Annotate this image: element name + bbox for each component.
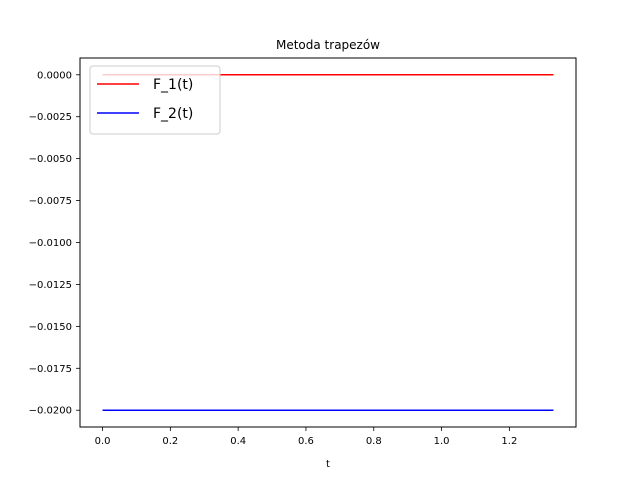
x-tick-label: 0.8	[366, 436, 382, 447]
y-axis-ticks: 0.0000 −0.0025 −0.0050 −0.0075 −0.0100 −0.012…	[29, 70, 80, 417]
y-tick-label: −0.0100	[29, 238, 72, 249]
x-axis-label: t	[326, 459, 330, 470]
y-tick-label: −0.0050	[29, 154, 72, 165]
y-tick-label: −0.0175	[29, 364, 72, 375]
legend-items: F_1(t) F_2(t)	[97, 77, 193, 122]
x-tick-label: 0.6	[298, 436, 314, 447]
legend-label-2: F_2(t)	[153, 106, 193, 122]
x-tick-label: 1.2	[501, 436, 517, 447]
legend-label-1: F_1(t)	[153, 77, 193, 93]
x-tick-label: 0.2	[162, 436, 178, 447]
x-tick-label: 0.0	[95, 436, 111, 447]
y-tick-label: −0.0075	[29, 196, 72, 207]
y-tick-label: −0.0125	[29, 280, 72, 291]
y-tick-label: 0.0000	[37, 70, 72, 81]
x-tick-label: 1.0	[434, 436, 450, 447]
legend: F_1(t) F_2(t)	[89, 65, 221, 135]
y-tick-label: −0.0025	[29, 112, 72, 123]
chart-title: Metoda trapezów	[276, 38, 380, 52]
legend-box	[89, 65, 221, 135]
y-tick-label: −0.0150	[29, 322, 72, 333]
x-axis-ticks: 0.0 0.2 0.4 0.6 0.8 1.0 1.2	[95, 427, 517, 447]
x-tick-label: 0.4	[230, 436, 246, 447]
y-tick-label: −0.0200	[29, 406, 72, 417]
